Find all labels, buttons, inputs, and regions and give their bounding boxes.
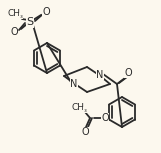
Text: O: O (42, 7, 50, 17)
Text: O: O (81, 127, 89, 137)
Text: O: O (10, 27, 18, 37)
Text: N: N (96, 70, 104, 80)
Text: N: N (70, 79, 78, 89)
Text: ₃: ₃ (20, 13, 22, 19)
Text: O: O (101, 113, 109, 123)
Text: ₃: ₃ (84, 107, 86, 113)
Text: CH: CH (71, 103, 85, 112)
Text: CH: CH (8, 9, 20, 17)
Text: O: O (124, 68, 132, 78)
Text: S: S (26, 17, 33, 27)
